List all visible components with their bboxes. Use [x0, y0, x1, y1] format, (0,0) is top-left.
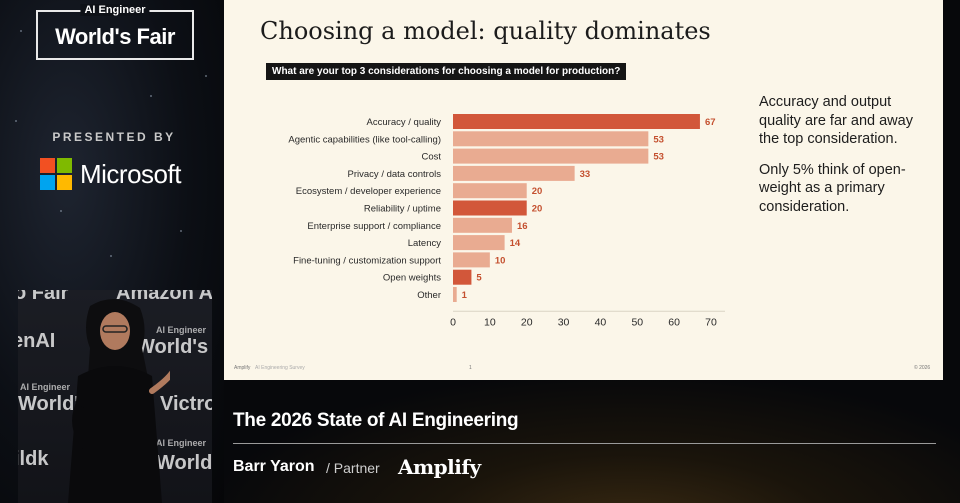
data-label: 14	[510, 238, 521, 249]
wall-text: AI Engineer	[156, 438, 207, 448]
sponsor-name: Microsoft	[80, 159, 181, 189]
data-label: 16	[517, 221, 528, 232]
bar	[453, 269, 472, 285]
wall-text: enAI	[18, 330, 56, 352]
category-label: Agentic capabilities (like tool-calling)	[288, 134, 441, 145]
data-label: 53	[653, 134, 664, 145]
speaker-video: o Fair Amazon A enAI AI Engineer World's…	[18, 290, 212, 503]
bar	[453, 183, 527, 199]
category-label: Accuracy / quality	[367, 117, 442, 128]
data-label: 20	[532, 204, 543, 215]
data-label: 33	[580, 169, 591, 180]
category-label: Ecosystem / developer experience	[296, 186, 441, 197]
category-label: Latency	[408, 238, 442, 249]
microsoft-windows-icon	[40, 158, 72, 190]
bar	[453, 114, 700, 129]
speaker-name: Barr Yaron	[233, 458, 315, 475]
presentation-slide: Choosing a model: quality dominates What…	[224, 0, 943, 380]
category-label: Open weights	[383, 273, 441, 284]
side-note-paragraph: Only 5% think of open-weight as a primar…	[759, 161, 906, 215]
data-label: 10	[495, 255, 506, 266]
x-tick-label: 0	[450, 316, 456, 328]
bar-chart: Accuracy / quality 67 Agentic capabilities…	[288, 114, 725, 328]
event-logo: AI Engineer World's Fair	[36, 4, 194, 60]
bar	[453, 165, 575, 181]
slide-title: Choosing a model: quality dominates	[260, 17, 711, 45]
category-label: Privacy / data controls	[348, 169, 442, 180]
bottom-background	[224, 380, 960, 503]
bar	[453, 200, 527, 216]
survey-question: What are your top 3 considerations for c…	[266, 63, 627, 80]
slide-footer-copyright: © 2026	[914, 365, 931, 371]
slide-footer-survey: AI Engineering Survey	[255, 365, 305, 371]
x-tick-label: 20	[521, 316, 533, 328]
category-label: Fine-tuning / customization support	[293, 255, 441, 266]
x-tick-label: 70	[705, 316, 717, 328]
category-label: Enterprise support / compliance	[307, 221, 441, 232]
event-logo-small: AI Engineer	[80, 4, 150, 16]
wall-text: ildk	[18, 448, 49, 470]
bar	[453, 252, 490, 268]
x-tick-label: 40	[595, 316, 607, 328]
category-label: Other	[417, 290, 441, 301]
speaker-figure	[68, 298, 170, 503]
wall-text: World's F	[156, 452, 212, 474]
lower-third-divider	[233, 443, 936, 444]
slide-footer-brand: Amplify	[234, 365, 251, 371]
talk-title: The 2026 State of AI Engineering	[233, 410, 519, 431]
bar	[453, 148, 649, 164]
x-tick-label: 60	[668, 316, 680, 328]
presented-by-label: PRESENTED BY	[52, 130, 176, 144]
bar	[453, 287, 457, 302]
side-note-paragraph: Accuracy and output quality are far and …	[759, 94, 913, 148]
bar	[453, 217, 512, 233]
data-label: 20	[532, 186, 543, 197]
data-label: 53	[653, 152, 664, 163]
category-label: Cost	[421, 152, 441, 163]
x-tick-label: 50	[631, 316, 643, 328]
bar	[453, 131, 649, 147]
wall-text: World's F	[136, 336, 212, 358]
data-label: 67	[705, 117, 716, 128]
wall-text: AI Engineer	[20, 382, 71, 392]
speaker-role: / Partner	[326, 460, 380, 476]
data-label: 5	[476, 273, 482, 284]
x-tick-label: 30	[558, 316, 570, 328]
wall-text: Amazon A	[116, 290, 212, 304]
data-label: 1	[462, 290, 468, 301]
slide-footer-page: 1	[469, 365, 472, 371]
slide-side-note: Accuracy and output quality are far and …	[759, 93, 919, 229]
event-logo-title: World's Fair	[55, 24, 175, 49]
wall-text: o Fair	[18, 290, 69, 304]
wall-text: Victro	[160, 393, 212, 415]
company-logo: Amplify	[398, 455, 481, 479]
category-label: Reliability / uptime	[364, 204, 441, 215]
wall-text: AI Engineer	[156, 325, 207, 335]
x-tick-label: 10	[484, 316, 496, 328]
bar	[453, 235, 505, 251]
